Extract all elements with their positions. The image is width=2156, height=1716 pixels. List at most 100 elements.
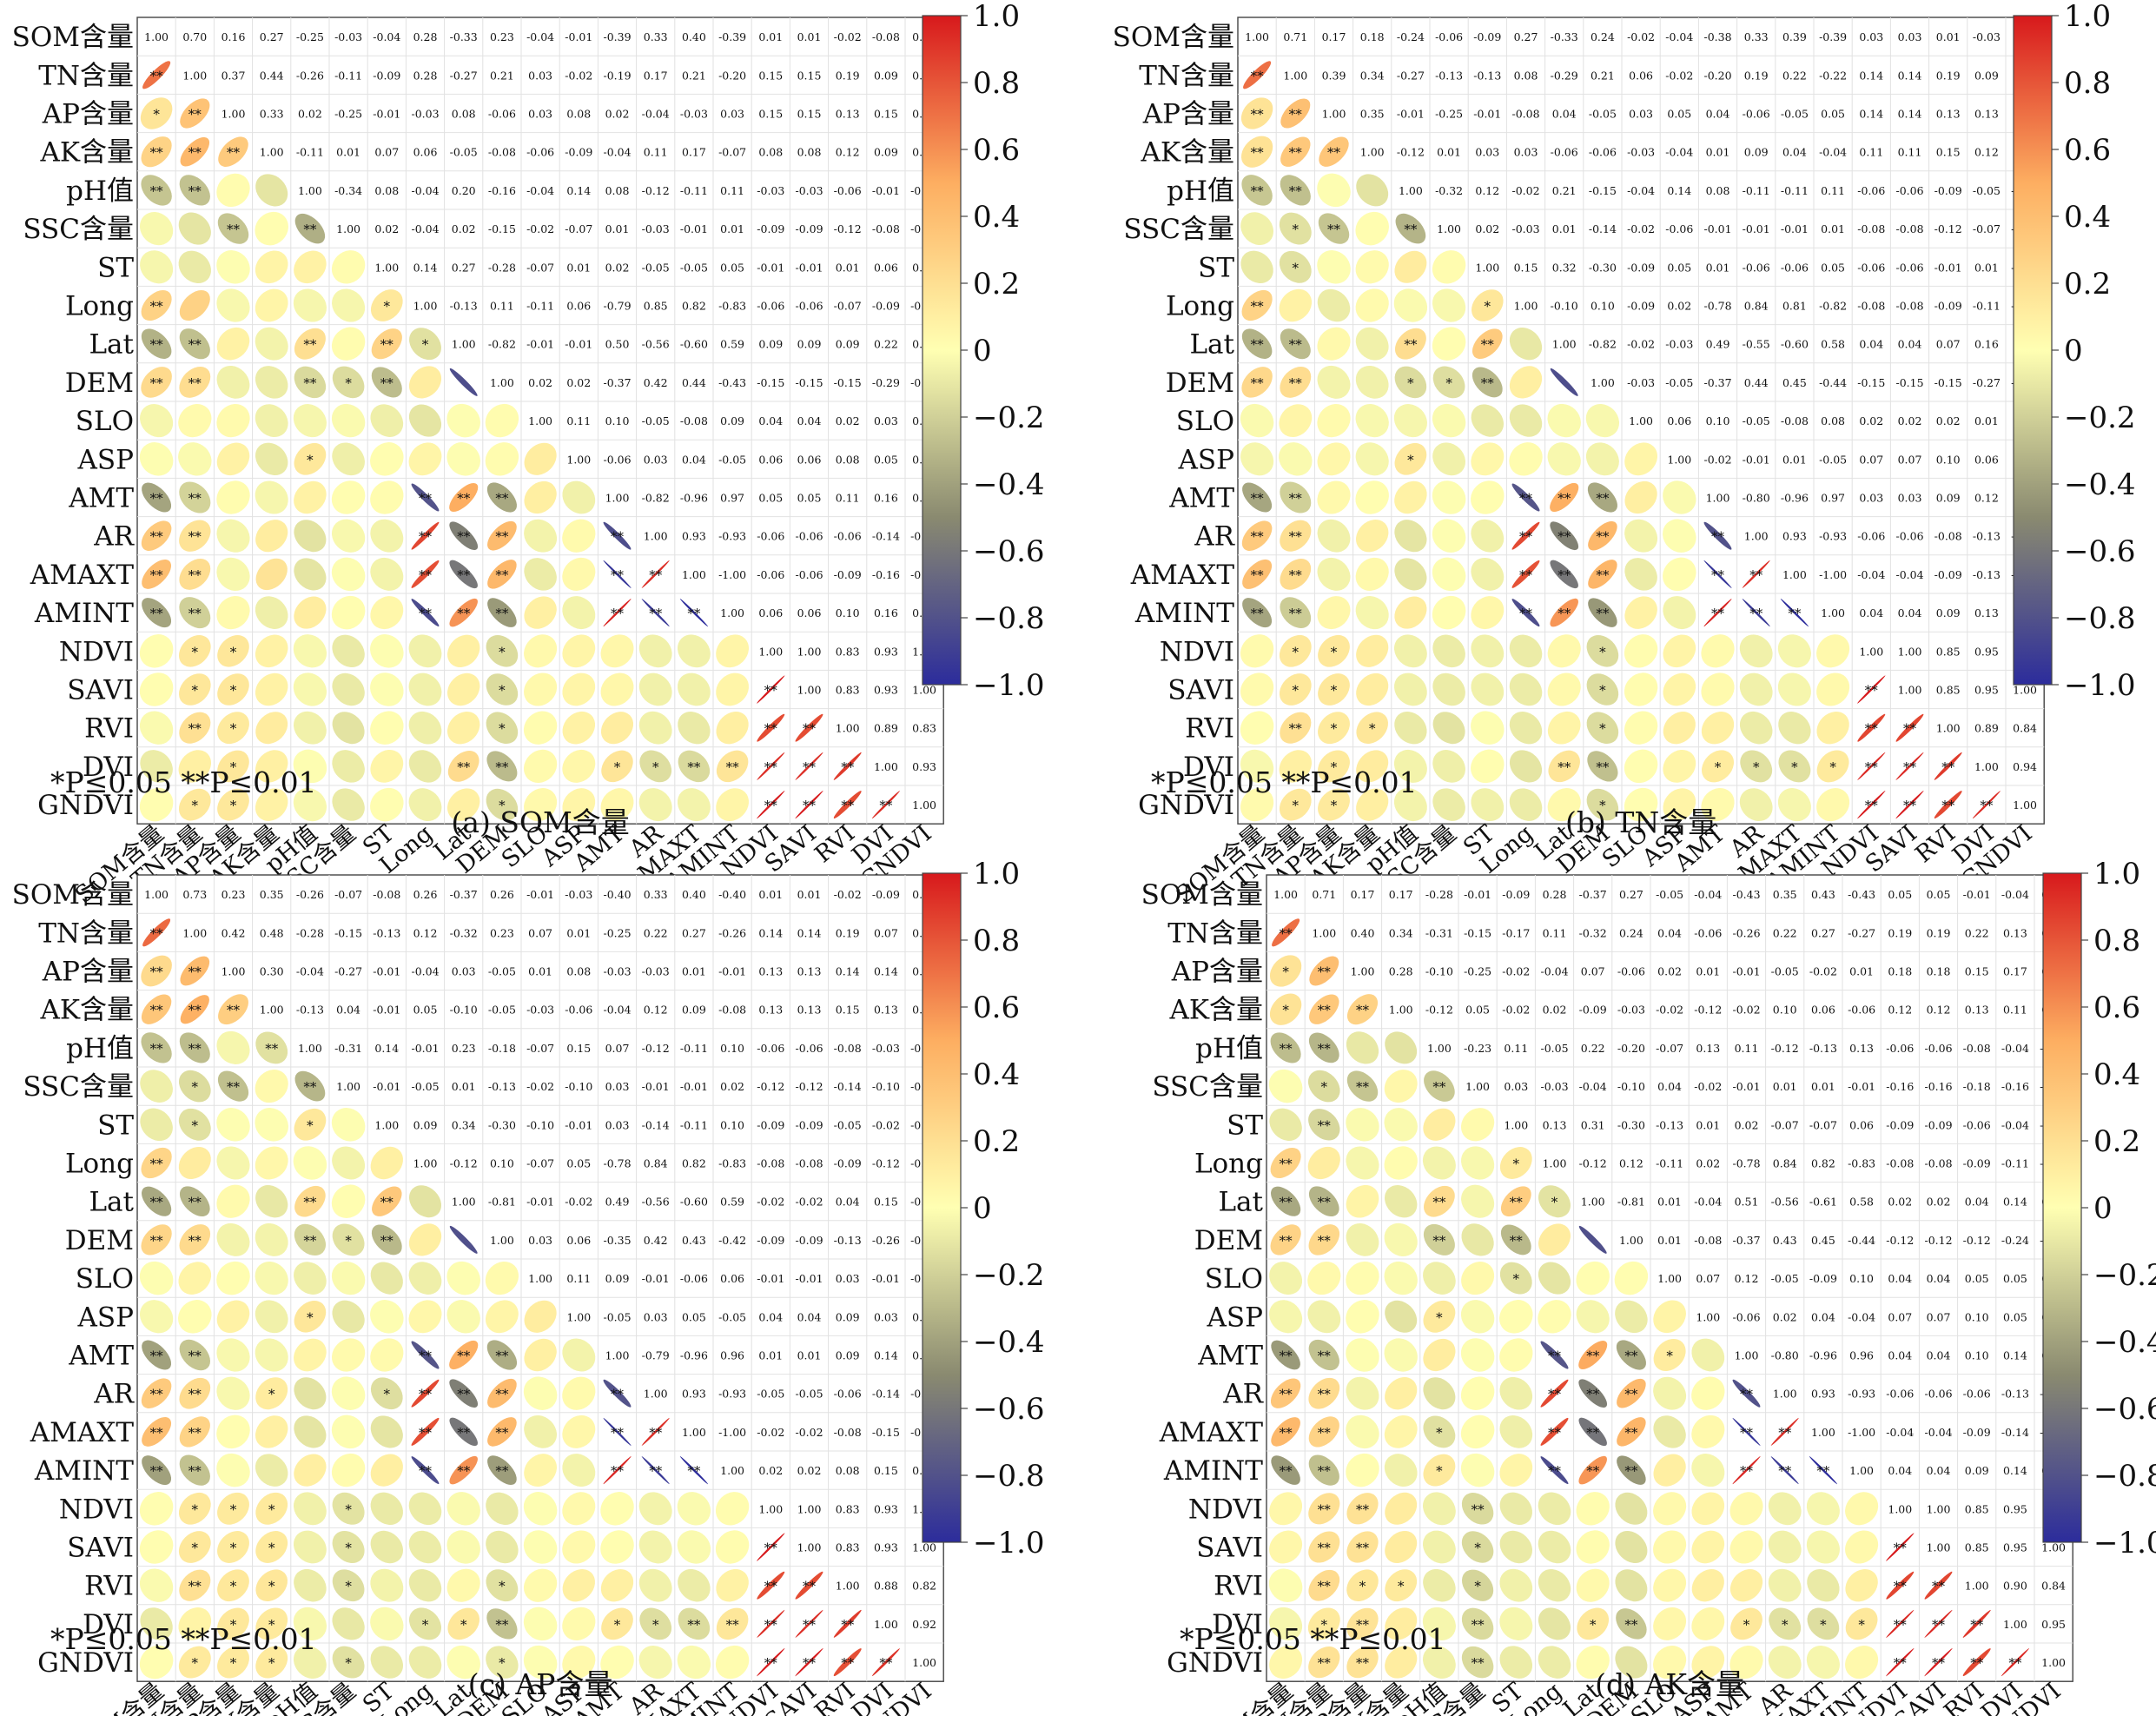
significance-mark: ** (1289, 721, 1303, 737)
correlation-ellipse (1279, 750, 1313, 783)
significance-mark: ** (726, 759, 740, 775)
correlation-ellipse (1587, 751, 1618, 782)
correlation-value: 0.02 (1888, 1196, 1912, 1209)
correlation-value: 0.01 (1696, 1118, 1720, 1131)
row-label: Long (65, 1149, 134, 1180)
significance-mark: ** (1596, 759, 1610, 775)
correlation-ellipse (294, 558, 327, 591)
correlation-value: -0.01 (1703, 222, 1731, 235)
significance-mark: ** (803, 759, 817, 775)
significance-mark: ** (188, 721, 202, 737)
correlation-ellipse (446, 442, 480, 476)
correlation-ellipse (1355, 519, 1389, 553)
correlation-ellipse (178, 673, 211, 706)
significance-mark: ** (419, 491, 433, 507)
correlation-value: 0.07 (1859, 453, 1883, 466)
significance-mark: ** (726, 1617, 740, 1633)
correlation-ellipse (603, 599, 632, 627)
correlation-value: -0.15 (757, 376, 784, 389)
correlation-ellipse (216, 1338, 250, 1372)
significance-mark: * (192, 1117, 199, 1133)
correlation-ellipse (1460, 1300, 1495, 1334)
correlation-ellipse (294, 328, 326, 360)
correlation-ellipse (524, 558, 557, 591)
correlation-ellipse (1778, 711, 1811, 745)
correlation-value: -0.03 (1617, 1004, 1645, 1017)
panel-4: SOM含量TN含量AP含量AK含量pH值SSC含量STLongLatDEMSLO… (1141, 857, 2156, 1716)
correlation-ellipse (1691, 1338, 1725, 1372)
correlation-ellipse (1816, 634, 1850, 668)
correlation-value: -0.15 (834, 376, 862, 389)
significance-mark: ** (611, 1463, 625, 1479)
correlation-ellipse (255, 634, 288, 668)
correlation-value: -0.06 (795, 1042, 823, 1055)
correlation-value: -0.11 (1973, 300, 2001, 313)
correlation-ellipse (180, 98, 210, 129)
correlation-ellipse (217, 1531, 249, 1563)
correlation-ellipse (1307, 1146, 1340, 1180)
correlation-value: 0.02 (720, 1080, 744, 1093)
colorbar (2042, 872, 2082, 1543)
correlation-value: 0.09 (874, 69, 898, 82)
correlation-ellipse (331, 250, 366, 284)
correlation-value: 1.00 (413, 300, 438, 313)
correlation-value: -0.03 (795, 184, 823, 197)
correlation-ellipse (178, 1492, 211, 1525)
correlation-value: -0.03 (680, 108, 708, 121)
correlation-value: -0.13 (834, 1234, 862, 1247)
significance-mark: * (1599, 683, 1606, 699)
correlation-ellipse (446, 634, 480, 668)
correlation-value: -0.04 (1579, 1080, 1607, 1093)
correlation-ellipse (411, 1456, 440, 1485)
correlation-ellipse (408, 1646, 442, 1679)
correlation-ellipse (446, 1492, 480, 1526)
significance-mark: ** (1519, 606, 1533, 621)
significance-mark: ** (1711, 567, 1725, 583)
correlation-value: 1.00 (1514, 300, 1538, 313)
correlation-value: 0.03 (644, 1310, 668, 1323)
correlation-ellipse (715, 1530, 750, 1564)
correlation-value: 0.59 (720, 338, 744, 351)
correlation-ellipse (1653, 1530, 1687, 1564)
significance-mark: ** (1356, 1079, 1370, 1095)
significance-mark: ** (150, 375, 164, 391)
significance-mark: ** (150, 337, 164, 353)
significance-mark: ** (150, 1463, 164, 1479)
correlation-value: 1.00 (1735, 1349, 1759, 1362)
row-label: AK含量 (1140, 137, 1234, 169)
correlation-value: -0.01 (373, 1080, 400, 1093)
correlation-value: -0.08 (834, 1426, 862, 1439)
correlation-value: -0.01 (1848, 1080, 1875, 1093)
correlation-ellipse (757, 675, 785, 704)
significance-mark: ** (764, 798, 778, 813)
correlation-value: -0.01 (718, 965, 746, 978)
correlation-value: -0.06 (1848, 1004, 1875, 1017)
significance-mark: ** (495, 759, 509, 775)
colorbar-tick-label: 1.0 (973, 0, 1020, 34)
correlation-ellipse (1317, 519, 1351, 553)
colorbar-tick-label: 0 (973, 1191, 992, 1226)
correlation-value: 0.13 (874, 1004, 898, 1017)
correlation-value: 0.23 (490, 926, 514, 939)
correlation-value: -0.33 (450, 30, 478, 43)
significance-mark: ** (1318, 1195, 1332, 1210)
correlation-value: -0.06 (795, 300, 823, 313)
correlation-value: 0.03 (1629, 108, 1653, 121)
significance-mark: ** (1586, 1463, 1600, 1479)
significance-mark: ** (1356, 1540, 1370, 1556)
row-label: SLO (76, 1263, 134, 1295)
correlation-ellipse (486, 1492, 519, 1526)
significance-mark: ** (1557, 606, 1571, 621)
correlation-value: 0.07 (528, 926, 552, 939)
correlation-ellipse (293, 404, 327, 438)
correlation-value: -0.02 (1627, 222, 1655, 235)
significance-mark: ** (1970, 1617, 1984, 1633)
correlation-value: -0.20 (1617, 1042, 1645, 1055)
correlation-ellipse (370, 557, 404, 591)
correlation-value: -0.18 (1963, 1080, 1991, 1093)
correlation-value: 0.06 (797, 606, 822, 619)
row-label: SOM含量 (1113, 22, 1234, 53)
significance-mark: * (192, 1501, 199, 1517)
correlation-value: -0.26 (1732, 926, 1760, 939)
correlation-ellipse (255, 288, 288, 322)
